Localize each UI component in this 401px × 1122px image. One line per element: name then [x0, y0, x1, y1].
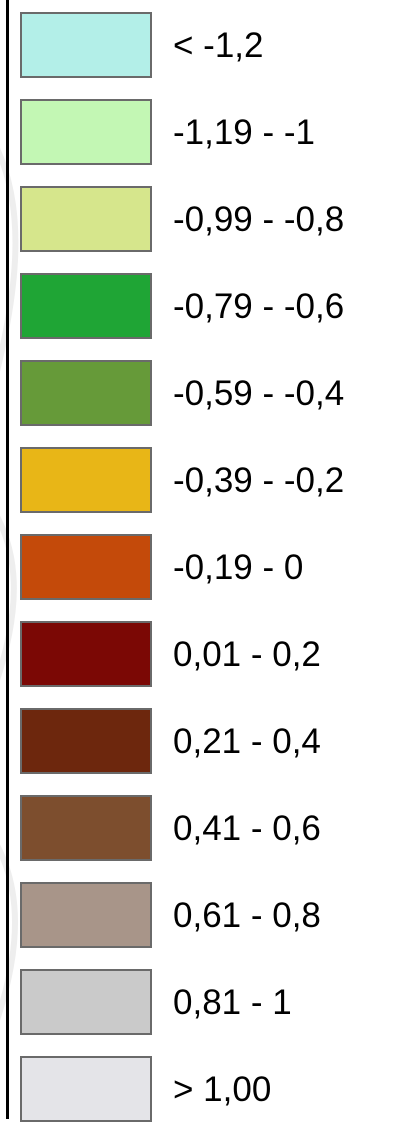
legend-swatch — [20, 621, 152, 687]
legend-item: -0,19 - 0 — [20, 534, 390, 600]
legend-item: 0,01 - 0,2 — [20, 621, 390, 687]
legend-swatch — [20, 99, 152, 165]
legend-swatch — [20, 447, 152, 513]
legend-label: -0,39 - -0,2 — [173, 461, 345, 500]
legend-item: -0,79 - -0,6 — [20, 273, 390, 339]
legend-label: -0,99 - -0,8 — [173, 200, 345, 239]
legend-swatch — [20, 1056, 152, 1122]
legend-label: -0,19 - 0 — [173, 548, 304, 587]
legend-item: < -1,2 — [20, 12, 390, 78]
legend-label: -1,19 - -1 — [173, 113, 315, 152]
legend-label: 0,61 - 0,8 — [173, 896, 321, 935]
legend-label: 0,41 - 0,6 — [173, 809, 321, 848]
legend-label: -0,79 - -0,6 — [173, 287, 345, 326]
legend-swatch — [20, 534, 152, 600]
legend-swatch — [20, 273, 152, 339]
legend-swatch — [20, 882, 152, 948]
legend-swatch — [20, 795, 152, 861]
legend-item: -0,39 - -0,2 — [20, 447, 390, 513]
legend-swatch — [20, 186, 152, 252]
legend-item: 0,61 - 0,8 — [20, 882, 390, 948]
legend-swatch — [20, 708, 152, 774]
legend-item: 0,41 - 0,6 — [20, 795, 390, 861]
legend-label: < -1,2 — [173, 26, 264, 65]
legend-item: 0,21 - 0,4 — [20, 708, 390, 774]
legend-swatch — [20, 969, 152, 1035]
legend-item: -1,19 - -1 — [20, 99, 390, 165]
legend-swatch — [20, 12, 152, 78]
legend-item: -0,59 - -0,4 — [20, 360, 390, 426]
legend-item: -0,99 - -0,8 — [20, 186, 390, 252]
legend-label: > 1,00 — [173, 1070, 272, 1109]
legend-item: 0,81 - 1 — [20, 969, 390, 1035]
legend-label: 0,81 - 1 — [173, 983, 292, 1022]
legend-swatch — [20, 360, 152, 426]
legend-label: 0,21 - 0,4 — [173, 722, 321, 761]
legend-label: -0,59 - -0,4 — [173, 374, 345, 413]
legend-frame-line — [6, 0, 9, 1119]
legend-label: 0,01 - 0,2 — [173, 635, 321, 674]
legend-item: > 1,00 — [20, 1056, 390, 1122]
